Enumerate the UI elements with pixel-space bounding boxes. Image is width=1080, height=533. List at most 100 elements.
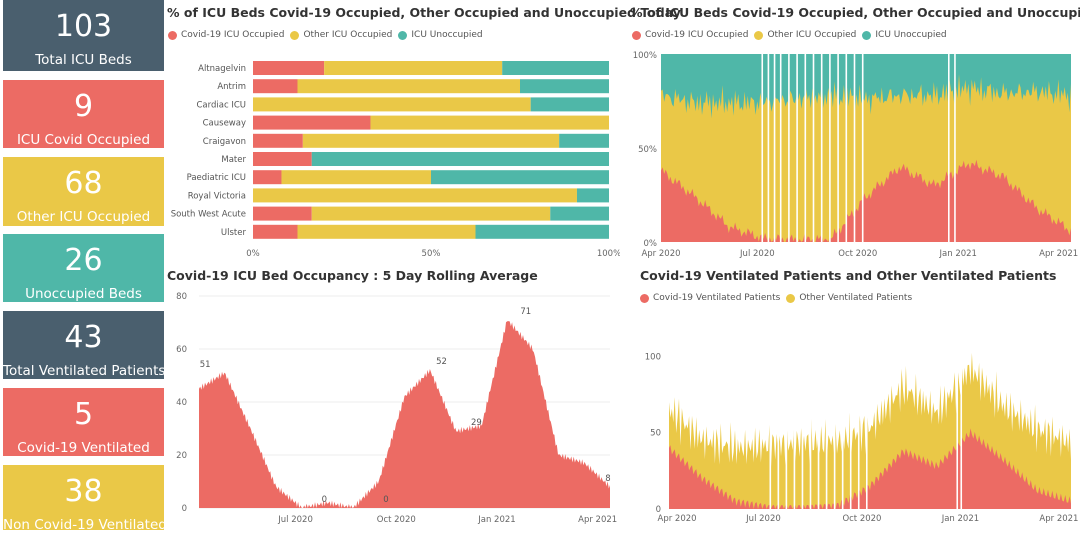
data-gap: [773, 54, 776, 242]
data-gap: [812, 54, 815, 242]
bar-segment: [253, 152, 312, 166]
bar-segment: [253, 79, 298, 94]
bar-segment: [253, 224, 298, 239]
y-tick-label: 100%: [633, 51, 657, 61]
y-tick-label: 50%: [638, 145, 657, 155]
chart-title-today: % of ICU Beds Covid-19 Occupied, Other O…: [167, 5, 681, 20]
chart-title-ventilated: Covid-19 Ventilated Patients and Other V…: [640, 268, 1057, 283]
kpi-non-covid-ventilated[interactable]: 38 Non Covid-19 Ventilated: [3, 465, 167, 533]
chart-history-area[interactable]: 100% 50% 0%Apr 2020 Jul 2020 Oct 2020 Jan 202…: [625, 48, 1080, 264]
data-gap: [761, 54, 764, 242]
kpi-label: Covid-19 Ventilated: [17, 440, 150, 456]
bar-segment: [281, 170, 431, 185]
y-tick-label: 0: [656, 505, 661, 515]
bar-segment: [302, 133, 560, 148]
data-gap: [779, 54, 782, 242]
data-gap: [793, 341, 796, 509]
legend-item-unocc[interactable]: ICU Unoccupied: [398, 30, 483, 40]
data-gap: [767, 54, 770, 242]
bar-category-label: Paediatric ICU: [187, 173, 246, 183]
legend-dot-icon: [398, 30, 408, 40]
legend-item-covid[interactable]: Covid-19 ICU Occupied: [168, 30, 284, 40]
kpi-value: 43: [64, 320, 103, 355]
x-tick-label: Apr 2021: [1039, 514, 1078, 524]
y-tick-label: 0%: [644, 239, 658, 249]
bar-category-label: Mater: [221, 155, 246, 165]
data-gap: [865, 341, 868, 509]
bar-category-label: Craigavon: [203, 137, 246, 147]
kpi-total-ventilated[interactable]: 43 Total Ventilated Patients: [3, 311, 165, 379]
data-gap: [853, 54, 856, 242]
bar-segment: [550, 206, 609, 221]
data-gap: [960, 341, 963, 509]
chart-today-bars[interactable]: Altnagelvin Antrim Cardiac ICU Causeway Crai…: [165, 52, 620, 264]
kpi-value: 103: [54, 9, 113, 44]
bar-segment: [559, 133, 609, 148]
x-tick-label: Jul 2020: [739, 249, 775, 259]
kpi-total-icu-beds[interactable]: 103 Total ICU Beds: [3, 0, 164, 71]
x-tick-label: Jul 2020: [277, 515, 313, 525]
x-tick-label: Jan 2021: [941, 514, 979, 524]
chart-title-rolling: Covid-19 ICU Bed Occupancy : 5 Day Rolli…: [167, 268, 538, 283]
data-gap: [948, 54, 950, 242]
x-tick-label: Jul 2020: [745, 514, 781, 524]
bar-category-label: Antrim: [217, 82, 246, 92]
kpi-label: ICU Covid Occupied: [16, 132, 151, 148]
y-tick-label: 60: [176, 345, 187, 355]
legend-dot-icon: [632, 30, 641, 40]
kpi-other-icu-occupied[interactable]: 68 Other ICU Occupied: [3, 157, 164, 226]
legend-dot-icon: [786, 293, 796, 303]
x-tick-label: Apr 2020: [658, 514, 697, 524]
data-gap: [825, 341, 828, 509]
legend-ventilated: Covid-19 Ventilated Patients Other Venti…: [640, 293, 918, 303]
bar-segment: [311, 152, 609, 166]
area-covid-occupied: [661, 159, 1071, 242]
legend-dot-icon: [754, 30, 764, 40]
bar-segment: [253, 97, 531, 112]
data-gap: [857, 341, 860, 509]
legend-item-other[interactable]: Other ICU Occupied: [290, 30, 392, 40]
legend-item-covid[interactable]: Covid-19 ICU Occupied: [632, 30, 748, 40]
bar-segment: [253, 61, 325, 75]
kpi-icu-covid-occupied[interactable]: 9 ICU Covid Occupied: [3, 80, 164, 148]
kpi-covid-ventilated[interactable]: 5 Covid-19 Ventilated: [3, 388, 164, 456]
kpi-value: 26: [64, 243, 103, 278]
x-tick-label: 100%: [597, 249, 620, 259]
legend-item-other-vent[interactable]: Other Ventilated Patients: [786, 293, 912, 303]
bar-segment: [520, 79, 609, 94]
bar-segment: [370, 115, 609, 130]
data-gap: [769, 341, 772, 509]
y-tick-label: 100: [645, 352, 661, 362]
x-tick-label: Apr 2021: [578, 515, 617, 525]
chart-title-history: % of ICU Beds Covid-19 Occupied, Other O…: [630, 5, 1080, 20]
kpi-label: Other ICU Occupied: [16, 209, 151, 225]
data-gap: [777, 341, 780, 509]
data-label: 52: [436, 357, 447, 367]
kpi-unoccupied-beds[interactable]: 26 Unoccupied Beds: [3, 234, 164, 302]
legend-item-other[interactable]: Other ICU Occupied: [754, 30, 856, 40]
legend-dot-icon: [640, 293, 649, 303]
y-tick-label: 0: [182, 504, 187, 514]
x-tick-label: Jan 2021: [477, 515, 515, 525]
bar-segment: [253, 206, 312, 221]
x-tick-label: Apr 2021: [1039, 249, 1078, 259]
x-tick-label: Oct 2020: [377, 515, 416, 525]
legend-item-covid-vent[interactable]: Covid-19 Ventilated Patients: [640, 293, 780, 303]
bar-category-label: Cardiac ICU: [197, 100, 247, 110]
legend-item-unocc[interactable]: ICU Unoccupied: [862, 30, 947, 40]
bar-category-label: Altnagelvin: [198, 64, 246, 74]
legend-label: Covid-19 ICU Occupied: [181, 30, 285, 40]
data-gap: [849, 341, 852, 509]
legend-label: Other ICU Occupied: [767, 30, 857, 40]
area-covid-rolling: [199, 321, 610, 508]
x-tick-label: 0%: [246, 249, 260, 259]
bar-segment: [297, 79, 520, 94]
data-gap: [809, 341, 812, 509]
data-gap: [817, 341, 820, 509]
legend-label: ICU Unoccupied: [875, 30, 947, 40]
data-gap: [833, 341, 836, 509]
y-tick-label: 40: [176, 398, 187, 408]
chart-rolling-area[interactable]: 80 60 40 20 0 51 0 0 52 29 71 8 Jul 2020 Oct 2020 Jan …: [165, 288, 620, 528]
data-gap: [796, 54, 798, 242]
